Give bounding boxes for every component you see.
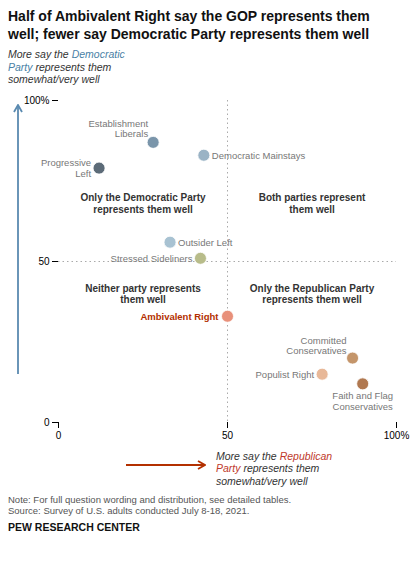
- html-text:Half of Ambivalent Right say t: Half of Ambivalent Right say the GOP rep…: [8, 8, 370, 42]
- html-text:Note: For full question wordin: Note: For full question wording and dist…: [8, 493, 292, 517]
- svg-text:50: 50: [222, 429, 234, 440]
- svg-text:Faith and FlagConservatives: Faith and FlagConservatives: [332, 390, 393, 411]
- svg-text:ProgressiveLeft: ProgressiveLeft: [41, 157, 92, 178]
- svg-text:0: 0: [56, 429, 62, 440]
- html-text:PEW RESEARCH CENTER: PEW RESEARCH CENTER: [8, 521, 140, 534]
- svg-text:Only the Republican Partyrepre: Only the Republican Partyrepresents them…: [250, 282, 375, 305]
- svg-text:Neither party representsthem w: Neither party representsthem well: [85, 282, 201, 305]
- svg-text:100%: 100%: [384, 429, 410, 440]
- html-text:somewhat/very well: somewhat/very well: [8, 73, 100, 86]
- svg-text:EstablishmentLiberals: EstablishmentLiberals: [88, 118, 148, 139]
- svg-text:Both parties representthem wel: Both parties representthem well: [259, 192, 366, 215]
- svg-text:0: 0: [44, 416, 50, 427]
- html-text:Party represents them: Party represents them: [216, 462, 320, 475]
- svg-text:Outsider Left: Outsider Left: [178, 236, 233, 247]
- svg-text:100%: 100%: [24, 94, 50, 105]
- svg-text:50: 50: [38, 255, 50, 266]
- svg-text:Stressed Sideliners: Stressed Sideliners: [111, 252, 193, 263]
- html-text:somewhat/very well: somewhat/very well: [216, 475, 308, 487]
- svg-text:CommittedConservatives: CommittedConservatives: [286, 334, 346, 355]
- svg-text:Populist Right: Populist Right: [256, 368, 315, 379]
- svg-text:Ambivalent Right: Ambivalent Right: [140, 310, 219, 321]
- html-text:Party represents them: Party represents them: [8, 60, 112, 73]
- svg-text:Only the Democratic Partyrepre: Only the Democratic Partyrepresents them…: [80, 192, 205, 215]
- html-text:More say the Republican: More say the Republican: [216, 449, 333, 462]
- svg-text:Democratic Mainstays: Democratic Mainstays: [212, 149, 306, 160]
- html-text:More say the Democratic: More say the Democratic: [8, 48, 125, 60]
